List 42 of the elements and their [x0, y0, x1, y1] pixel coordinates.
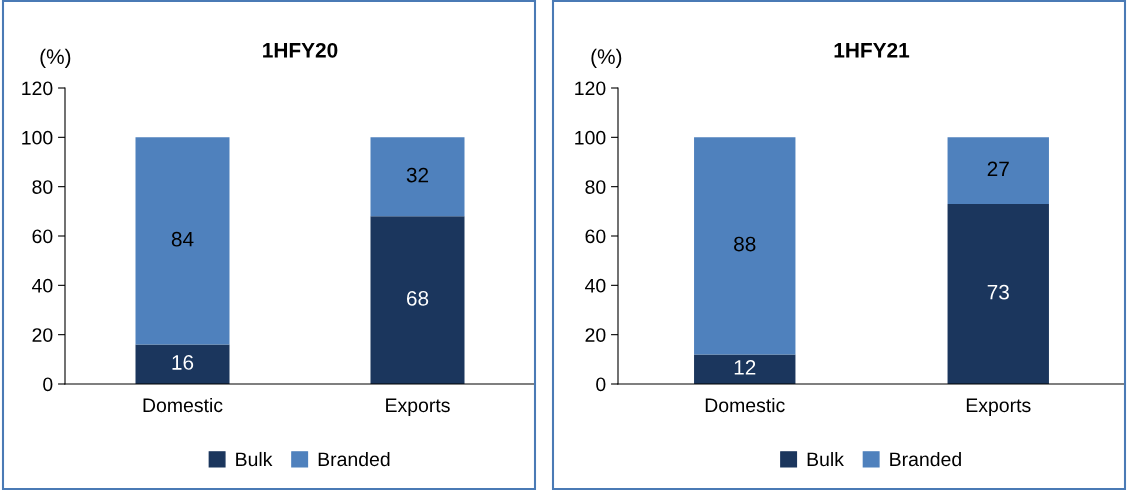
y-tick-label: 120	[575, 81, 606, 96]
data-label: 32	[406, 167, 429, 183]
data-label: 88	[734, 236, 756, 252]
data-label: 12	[734, 360, 756, 375]
bar	[694, 137, 796, 355]
bar	[135, 137, 230, 345]
y-tick-label: 20	[32, 328, 53, 342]
y-axis-title: (%)	[40, 48, 71, 69]
data-label: 16	[172, 355, 194, 370]
y-tick-label: 60	[585, 229, 606, 244]
data-label: 27	[987, 161, 1009, 177]
legend-label: Bulk	[236, 451, 273, 467]
data-label: 68	[406, 290, 429, 306]
bar	[947, 203, 1049, 384]
y-tick-label: 20	[585, 328, 606, 342]
bar	[370, 137, 465, 217]
data-label: 73	[987, 284, 1009, 300]
y-tick-label: 80	[585, 180, 606, 194]
bar	[135, 344, 230, 384]
y-tick-label: 120	[22, 81, 53, 96]
data-label: 84	[171, 231, 194, 247]
legend-label: Branded	[318, 451, 390, 467]
y-tick-label: 80	[32, 180, 53, 194]
y-tick-label: 100	[22, 130, 53, 145]
y-tick-label: 60	[32, 229, 53, 244]
x-tick-label: Exports	[966, 398, 1031, 417]
x-tick-label: Domestic	[143, 397, 223, 413]
chart-title: 1HFY21	[834, 42, 910, 58]
bar	[947, 137, 1049, 204]
y-tick-label: 40	[585, 278, 606, 293]
x-tick-label: Exports	[386, 398, 450, 417]
legend-label: Bulk	[807, 451, 844, 467]
x-tick-label: Domestic	[705, 397, 785, 413]
bar	[694, 354, 796, 384]
y-tick-label: 100	[575, 130, 606, 145]
legend-label: Branded	[890, 451, 961, 467]
y-tick-label: 0	[596, 377, 606, 392]
chart-title: 1HFY20	[263, 42, 338, 58]
y-tick-label: 0	[43, 377, 53, 392]
bar	[370, 216, 465, 384]
y-axis-title: (%)	[591, 48, 622, 69]
y-tick-label: 40	[32, 278, 53, 293]
